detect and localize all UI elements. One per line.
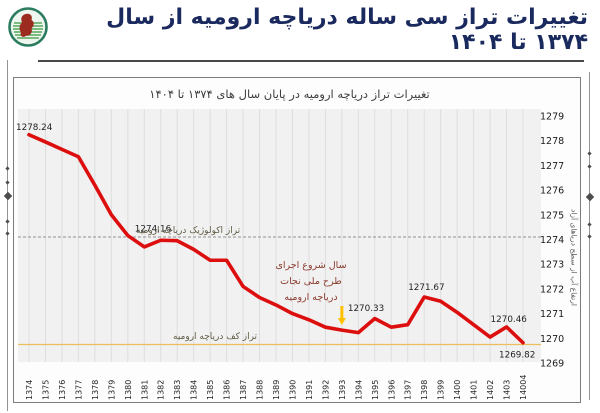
x-tick-label: 1394 xyxy=(354,380,363,400)
left-ornament-diamond xyxy=(5,231,10,236)
x-tick-label: 14004 xyxy=(519,375,528,400)
y-tick-label: 1271 xyxy=(540,309,564,320)
x-tick-label: 1400 xyxy=(453,380,462,400)
x-tick-label: 1403 xyxy=(503,380,512,400)
line-chart: تراز اکولوژیک دریاچه ارومیه تراز کف دریاچ… xyxy=(16,109,564,400)
x-tick-label: 1376 xyxy=(58,380,67,400)
chart-frame: تراز اکولوژیک دریاچه ارومیه تراز کف دریاچ… xyxy=(13,77,581,403)
left-ornament-diamond xyxy=(5,180,10,185)
x-tick-label: 1385 xyxy=(206,380,215,400)
annotation-arrow-icon xyxy=(337,318,346,325)
y-tick-label: 1272 xyxy=(540,284,564,295)
plot-area xyxy=(18,109,541,362)
header-separator xyxy=(38,60,584,62)
x-tick-label: 1396 xyxy=(387,380,396,400)
y-tick-label: 1279 xyxy=(540,112,564,123)
x-tick-label: 1374 xyxy=(25,380,34,400)
x-tick-label: 1401 xyxy=(470,380,479,400)
x-tick-label: 1390 xyxy=(288,380,297,400)
x-tick-label: 1398 xyxy=(420,380,429,400)
x-tick-label: 1381 xyxy=(140,380,149,400)
x-tick-label: 1388 xyxy=(256,380,265,400)
y-tick-label: 1274 xyxy=(540,235,564,246)
annotation-text: دریاچه ارومیه xyxy=(284,292,337,303)
x-tick-label: 1402 xyxy=(486,380,495,400)
x-tick-label: 1395 xyxy=(371,380,380,400)
x-tick-label: 1397 xyxy=(404,380,413,400)
right-ornament-diamond xyxy=(587,222,592,227)
reference-line-label-lakebed: تراز کف دریاچه ارومیه xyxy=(173,332,258,342)
chart-title: تغییرات تراز دریاچه ارومیه در پایان سال … xyxy=(149,87,430,101)
x-tick-label: 1399 xyxy=(437,380,446,400)
x-tick-label: 1380 xyxy=(124,380,133,400)
data-point-label: 1271.67 xyxy=(408,283,444,293)
lake-shape xyxy=(19,13,34,37)
x-tick-label: 1377 xyxy=(74,380,83,400)
x-tick-label: 1379 xyxy=(107,380,116,400)
x-tick-label: 1392 xyxy=(321,380,330,400)
x-tick-label: 1375 xyxy=(41,380,50,400)
y-tick-label: 1273 xyxy=(540,260,564,271)
left-ornament-diamond xyxy=(3,191,12,201)
y-tick-label: 1276 xyxy=(540,186,564,197)
right-ornament-diamond xyxy=(585,192,594,202)
x-tick-label: 1384 xyxy=(190,380,199,400)
left-ornament-diamond xyxy=(5,166,10,171)
data-point-label: 1270.33 xyxy=(348,304,384,314)
lake-urmia-logo-icon xyxy=(8,7,48,47)
annotation-text: سال شروع اجرای xyxy=(275,260,346,271)
y-tick-label: 1270 xyxy=(540,334,564,345)
data-point-label: 1269.82 xyxy=(499,351,535,361)
x-tick-label: 1382 xyxy=(157,380,166,400)
x-tick-label: 1383 xyxy=(173,380,182,400)
x-tick-label: 1391 xyxy=(305,380,314,400)
data-point-label: 1278.24 xyxy=(16,123,53,133)
data-point-label: 1270.46 xyxy=(491,315,528,325)
data-point-label: 1274.16 xyxy=(135,225,172,235)
annotation-text: طرح ملی نجات xyxy=(280,276,342,287)
y-tick-label: 1278 xyxy=(540,136,564,147)
series-line xyxy=(27,132,525,345)
page-title: تغییرات تراز سی ساله دریاچه ارومیه از سا… xyxy=(106,5,588,55)
right-ornament-diamond xyxy=(587,234,592,239)
y-tick-label: 1275 xyxy=(540,210,564,221)
y-tick-label: 1269 xyxy=(540,359,564,370)
y-tick-label: 1277 xyxy=(540,161,564,172)
x-tick-label: 1386 xyxy=(223,380,232,400)
reference-line-label-ecological: تراز اکولوژیک دریاچه ارومیه xyxy=(136,226,241,236)
right-ornament-diamond xyxy=(587,164,592,169)
left-ornament-diamond xyxy=(5,219,10,224)
y-axis-title: ارتفاع آب از سطح دریاهای آزاد xyxy=(569,209,579,306)
x-tick-label: 1393 xyxy=(338,380,347,400)
x-tick-label: 1387 xyxy=(239,380,248,400)
right-ornament-diamond xyxy=(587,151,592,156)
x-tick-label: 1378 xyxy=(91,380,100,400)
x-tick-label: 1389 xyxy=(272,380,281,400)
